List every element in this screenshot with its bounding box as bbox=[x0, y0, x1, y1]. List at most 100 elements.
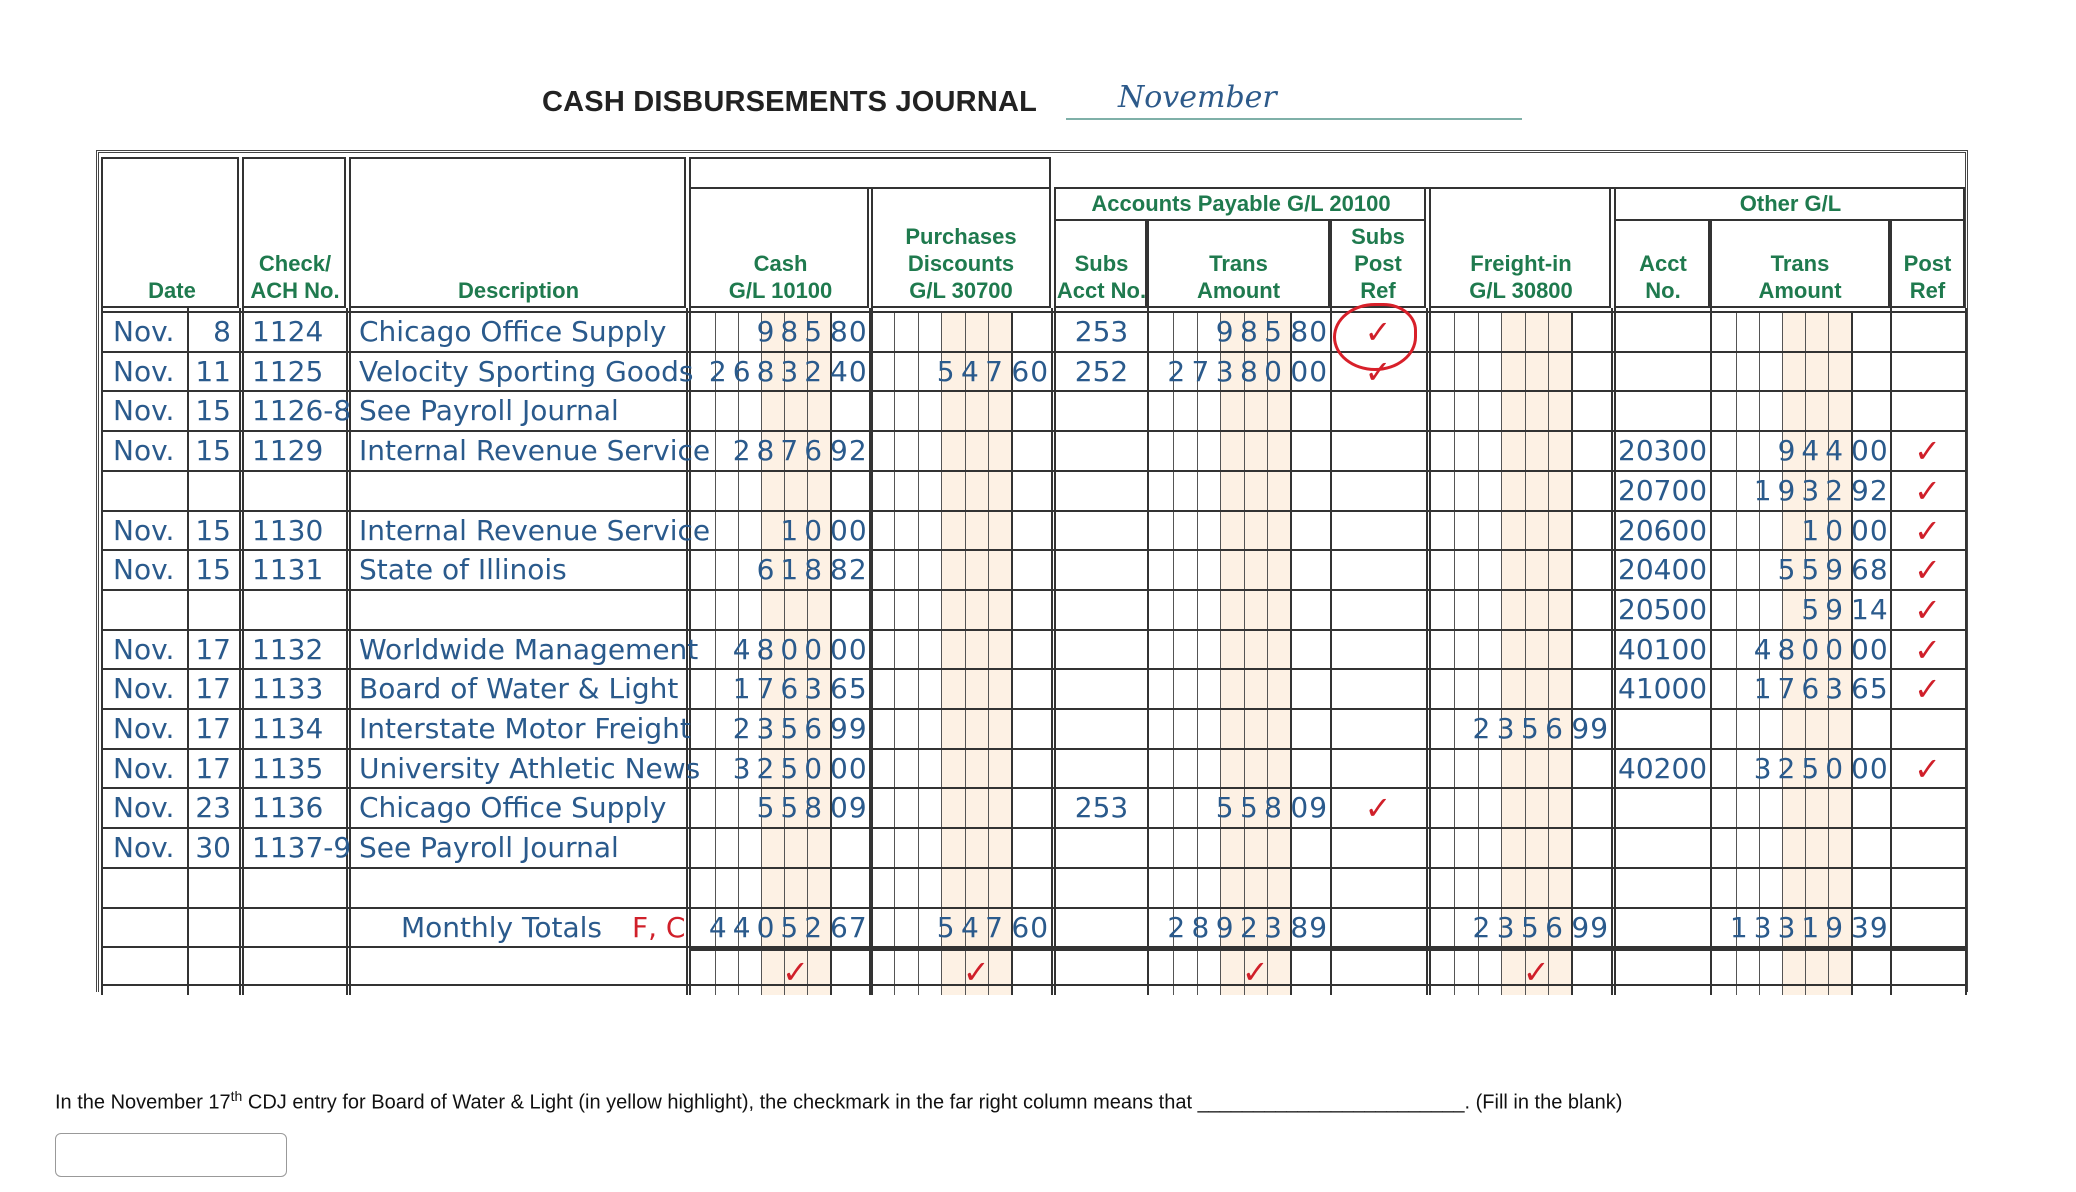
header-other-acct-no-line: Acct bbox=[1639, 251, 1687, 276]
column-rule bbox=[1429, 308, 1431, 995]
digit-rule bbox=[1828, 311, 1830, 995]
header-purchases-discounts-box bbox=[871, 187, 1051, 308]
row-rule bbox=[101, 628, 1965, 631]
total-gl-trans-amount-dollars: 13319 bbox=[1729, 910, 1850, 944]
row-day: 15 bbox=[195, 434, 231, 468]
column-rule bbox=[1051, 308, 1053, 995]
column-shade-apAmt bbox=[1220, 311, 1291, 995]
header-ap-trans-amount: Trans Amount bbox=[1147, 250, 1330, 304]
header-purchases-discounts-line: Purchases bbox=[905, 224, 1017, 249]
total-cash-cents: 67 bbox=[830, 910, 868, 944]
header-freight-in-line: G/L 30800 bbox=[1469, 278, 1573, 303]
row-check-no: 1133 bbox=[252, 672, 324, 706]
header-ap-subs-acct-line: Acct No. bbox=[1056, 278, 1147, 303]
row-description: See Payroll Journal bbox=[359, 831, 619, 865]
row-rule bbox=[101, 390, 1965, 393]
header-gl-post-ref-box bbox=[1890, 219, 1965, 308]
column-shade-fr bbox=[1501, 311, 1572, 995]
row-gl-trans-amount-cents: 68 bbox=[1851, 553, 1889, 587]
row-day: 15 bbox=[195, 394, 231, 428]
row-cash-cents: 00 bbox=[830, 513, 868, 547]
row-cash-cents: 40 bbox=[830, 354, 868, 388]
header-other-acct-no-line: No. bbox=[1645, 278, 1681, 303]
row-check-no: 1129 bbox=[252, 434, 324, 468]
row-gl-trans-amount-dollars: 3250 bbox=[1753, 751, 1850, 785]
column-rule bbox=[101, 308, 103, 995]
totals-label-text: Monthly Totals bbox=[401, 910, 602, 944]
total-cash-posted-check: ✓ bbox=[782, 953, 809, 992]
header-purchases-discounts-line: G/L 30700 bbox=[909, 278, 1013, 303]
row-check-no: 1125 bbox=[252, 354, 324, 388]
cash-disbursements-journal-table: Date Check/ACH No. Description Cash G/L 1010… bbox=[96, 150, 1968, 995]
column-rule bbox=[1426, 308, 1428, 995]
header-check-box bbox=[242, 157, 346, 308]
row-rule bbox=[101, 708, 1965, 710]
question-superscript: th bbox=[230, 1088, 243, 1104]
header-other-trans-amount: Trans Amount bbox=[1710, 250, 1890, 304]
digit-rule bbox=[988, 311, 989, 995]
row-cash-dollars: 3250 bbox=[732, 751, 829, 785]
row-check-no: 1124 bbox=[252, 315, 324, 348]
journal-month: November bbox=[1118, 80, 1277, 115]
row-month: Nov. bbox=[113, 632, 175, 666]
row-day: 8 bbox=[213, 315, 231, 348]
row-day: 15 bbox=[195, 513, 231, 547]
row-month: Nov. bbox=[113, 672, 175, 706]
header-check-line: Check/ bbox=[258, 251, 332, 276]
header-ap-subs-post-ref-line: Post bbox=[1354, 251, 1402, 276]
row-gl-acct-no: 41000 bbox=[1618, 672, 1708, 706]
column-rule bbox=[1611, 308, 1613, 995]
digit-rule bbox=[1501, 311, 1503, 995]
header-cash-line: Cash bbox=[753, 251, 808, 276]
row-day: 15 bbox=[195, 553, 231, 587]
row-cash-dollars: 10 bbox=[780, 513, 829, 547]
row-gl-trans-amount-cents: 00 bbox=[1851, 751, 1889, 785]
annotation-circle bbox=[1333, 303, 1417, 371]
row-rule bbox=[101, 747, 1965, 750]
digit-rule bbox=[964, 311, 966, 995]
row-freight-in-cents: 99 bbox=[1571, 712, 1610, 745]
header-purchases-discounts: Purchases Discounts G/L 30700 bbox=[871, 223, 1051, 304]
row-description: State of Illinois bbox=[359, 553, 567, 587]
total-purchases-discounts-dollars: 547 bbox=[936, 910, 1010, 944]
row-description: Chicago Office Supply bbox=[359, 791, 667, 825]
cents-rule bbox=[1851, 311, 1854, 995]
row-cash-dollars: 2876 bbox=[732, 434, 829, 468]
row-rule bbox=[101, 827, 1965, 830]
row-rule bbox=[101, 866, 1965, 869]
row-gl-acct-no: 20300 bbox=[1618, 434, 1708, 468]
row-rule bbox=[101, 430, 1965, 433]
digit-rule bbox=[1243, 311, 1245, 995]
header-check: Check/ACH No. bbox=[244, 250, 346, 304]
row-rule bbox=[101, 469, 1965, 472]
total-cash-dollars: 44052 bbox=[708, 910, 829, 944]
row-gl-post-ref-check: ✓ bbox=[1914, 511, 1941, 550]
row-check-no: 1134 bbox=[252, 712, 324, 745]
row-cash-cents: 92 bbox=[830, 434, 868, 468]
total-ap-posted-check: ✓ bbox=[1241, 953, 1269, 992]
digit-rule bbox=[1267, 311, 1268, 995]
row-description: Worldwide Management bbox=[359, 632, 699, 666]
column-shade-cash bbox=[761, 311, 831, 995]
row-check-no: 1126-8 bbox=[252, 394, 352, 428]
column-rule bbox=[1330, 308, 1332, 995]
row-gl-trans-amount-cents: 00 bbox=[1851, 632, 1889, 666]
row-check-no: 1132 bbox=[252, 632, 324, 666]
row-check-no: 1137-9 bbox=[252, 831, 352, 865]
question-text-before: In the November 17 bbox=[55, 1091, 231, 1114]
row-cash-dollars: 985 bbox=[756, 315, 829, 348]
digit-rule bbox=[1759, 311, 1761, 995]
row-gl-post-ref-check: ✓ bbox=[1914, 670, 1941, 709]
column-rule bbox=[1147, 308, 1149, 995]
header-freight-in-line: Freight-in bbox=[1470, 251, 1572, 276]
row-cash-cents: 80 bbox=[830, 315, 868, 348]
row-gl-trans-amount-dollars: 59 bbox=[1801, 592, 1850, 626]
header-date: Date bbox=[148, 278, 196, 303]
total-pd-posted-check: ✓ bbox=[962, 953, 990, 992]
header-purchases-discounts-line: Discounts bbox=[907, 251, 1015, 276]
digit-rule bbox=[917, 311, 919, 995]
header-ap-trans-box bbox=[1147, 219, 1330, 308]
row-gl-trans-amount-cents: 92 bbox=[1851, 473, 1889, 507]
answer-input[interactable] bbox=[55, 1133, 287, 1177]
header-ap-subs-acct-box bbox=[1054, 219, 1147, 308]
